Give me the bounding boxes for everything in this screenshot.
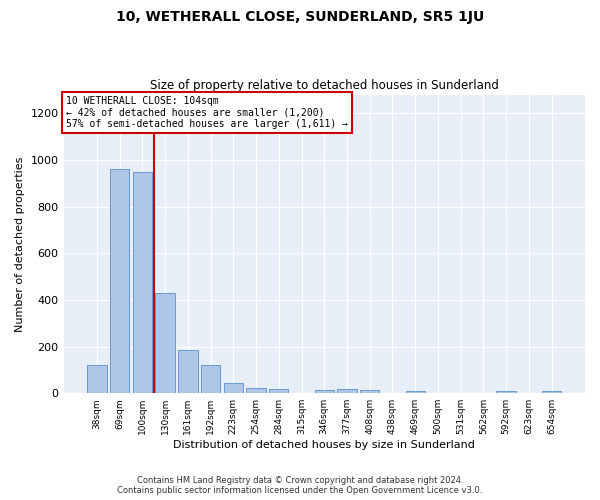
Bar (360, 390, 379, 393)
Text: 10 WETHERALL CLOSE: 104sqm
← 42% of detached houses are smaller (1,200)
57% of s: 10 WETHERALL CLOSE: 104sqm ← 42% of deta… (66, 96, 348, 129)
Bar (496, 391, 516, 393)
Bar (542, 392, 561, 393)
Bar (133, 172, 152, 393)
Bar (155, 293, 175, 393)
Bar (269, 388, 289, 393)
Bar (337, 389, 356, 393)
Bar (224, 382, 243, 393)
Text: Contains HM Land Registry data © Crown copyright and database right 2024.
Contai: Contains HM Land Registry data © Crown c… (118, 476, 482, 495)
Bar (406, 391, 425, 393)
Bar (201, 365, 220, 393)
Bar (178, 350, 197, 393)
Text: 10, WETHERALL CLOSE, SUNDERLAND, SR5 1JU: 10, WETHERALL CLOSE, SUNDERLAND, SR5 1JU (116, 10, 484, 24)
Bar (110, 169, 130, 393)
Title: Size of property relative to detached houses in Sunderland: Size of property relative to detached ho… (150, 79, 499, 92)
Bar (314, 390, 334, 393)
X-axis label: Distribution of detached houses by size in Sunderland: Distribution of detached houses by size … (173, 440, 475, 450)
Bar (247, 388, 266, 393)
Y-axis label: Number of detached properties: Number of detached properties (15, 156, 25, 332)
Bar (87, 365, 107, 393)
